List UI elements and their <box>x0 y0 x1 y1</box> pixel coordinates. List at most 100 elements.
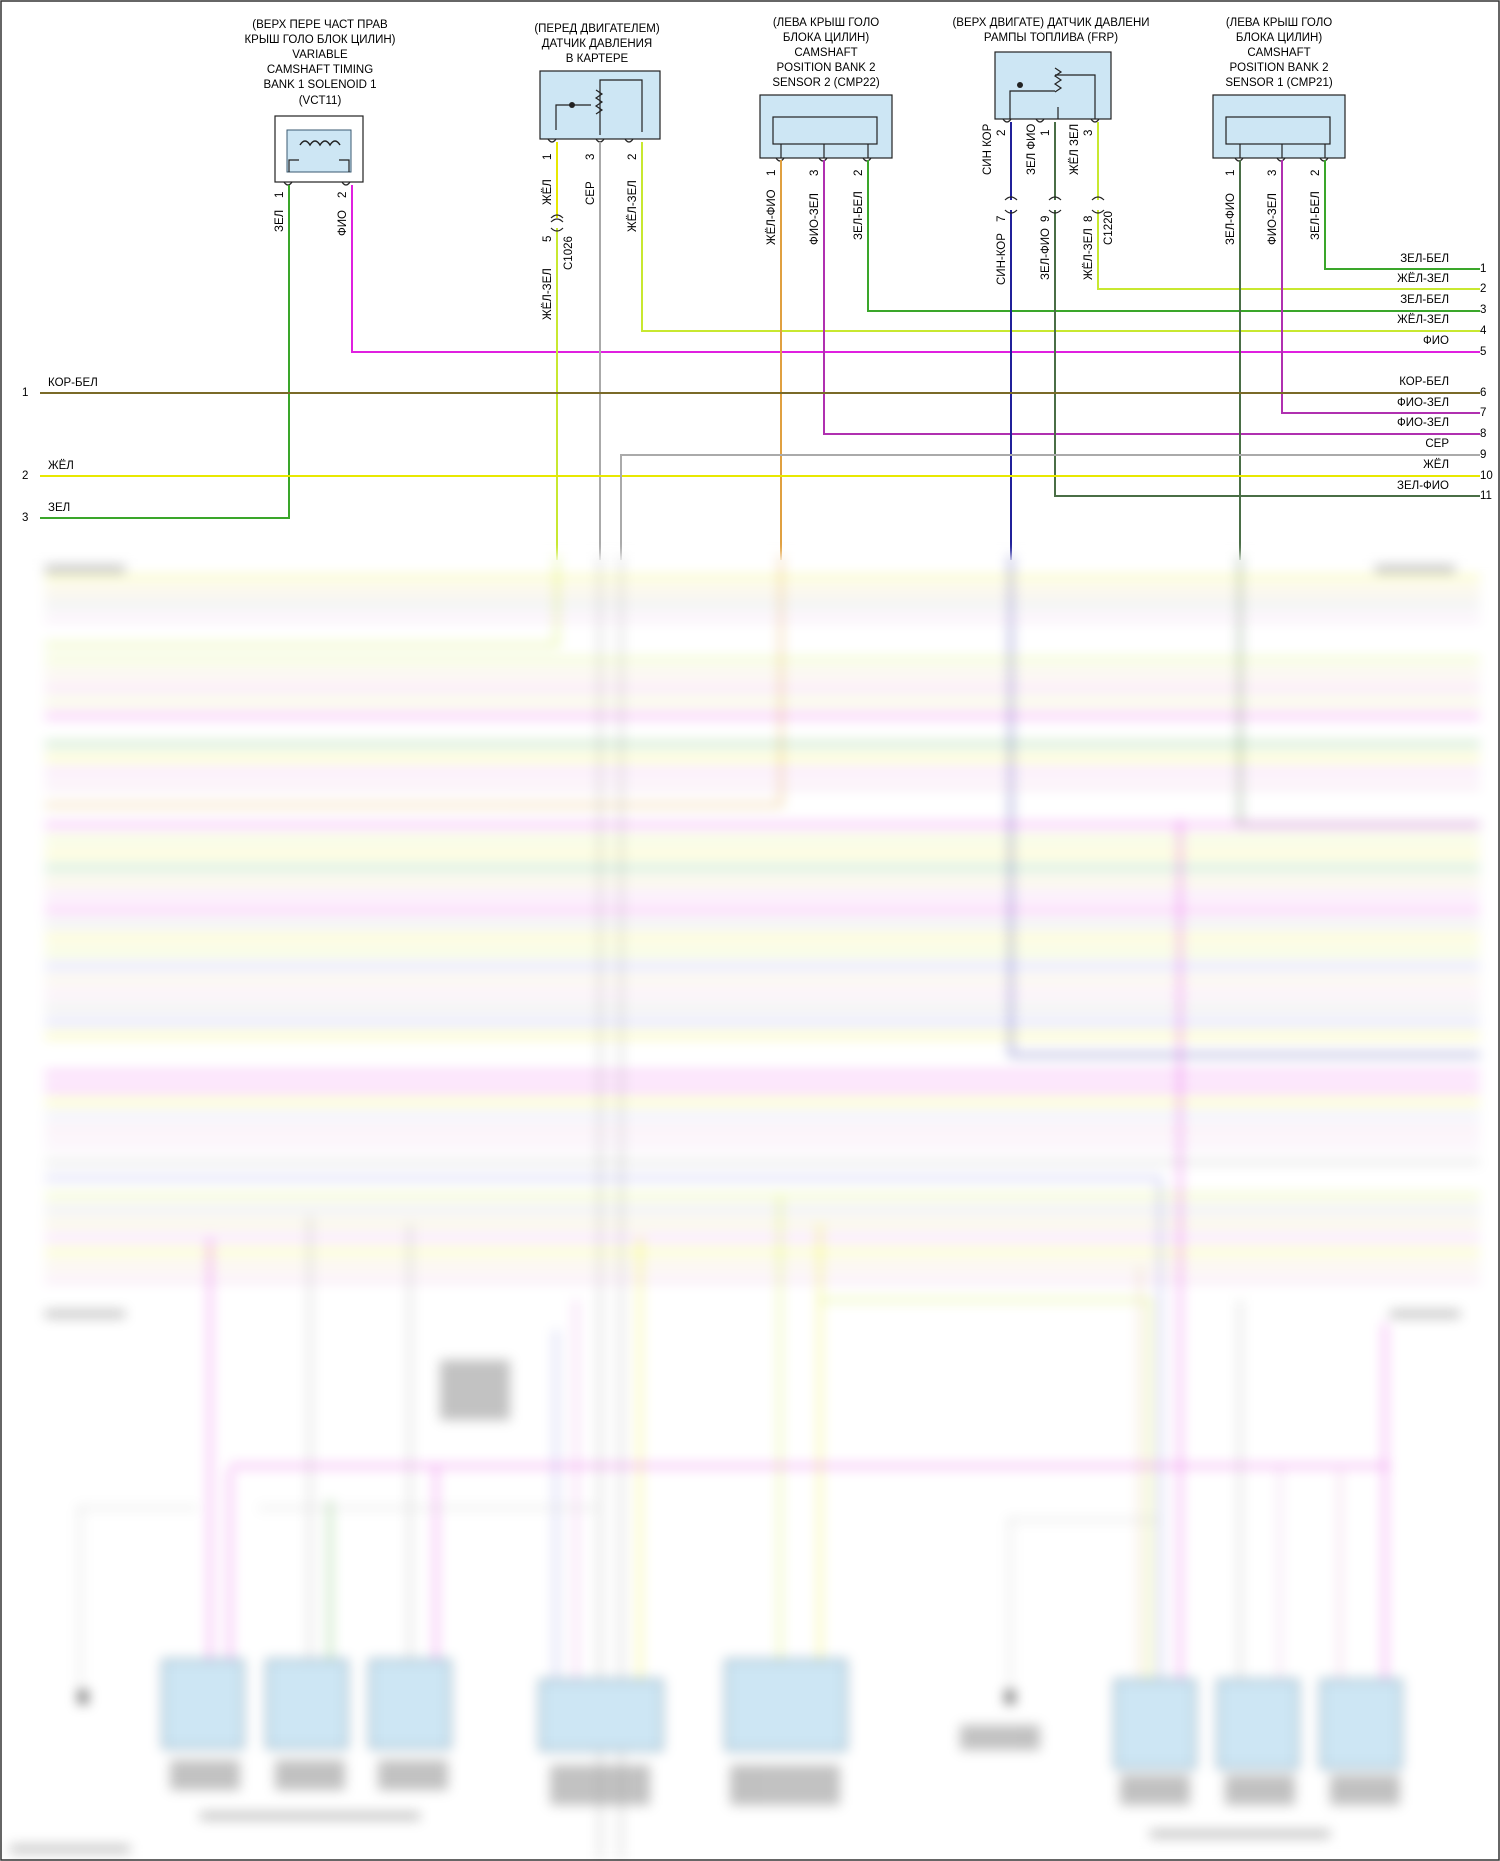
svg-text:CAMSHAFT: CAMSHAFT <box>794 47 857 59</box>
left-line-number: 2 <box>22 470 28 482</box>
right-line-label: ФИО <box>1423 335 1449 347</box>
blurred-lower-section <box>0 555 1500 1861</box>
connector-c1026 <box>550 214 564 232</box>
right-line-labels: ЗЕЛ-БЕЛ 1 ЖЁЛ-ЗЕЛ 2 ЗЕЛ-БЕЛ 3 ЖЁЛ-ЗЕЛ 4 … <box>1397 253 1493 502</box>
svg-text:2: 2 <box>627 154 639 160</box>
svg-text:3: 3 <box>809 170 821 176</box>
right-line-number: 10 <box>1480 470 1493 482</box>
diagram-top-section: (ВЕРХ ПЕРЕ ЧАСТ ПРАВ КРЫШ ГОЛО БЛОК ЦИЛИ… <box>22 17 1493 560</box>
svg-text:2: 2 <box>853 170 865 176</box>
svg-text:C1220: C1220 <box>1103 211 1115 245</box>
crankcase-pressure-sensor <box>539 70 661 143</box>
component-title-cmp21: (ЛЕВА КРЫШ ГОЛО БЛОКА ЦИЛИН) CAMSHAFT PO… <box>1225 17 1333 89</box>
svg-text:3: 3 <box>585 154 597 160</box>
right-line-number: 2 <box>1480 283 1486 295</box>
svg-text:9: 9 <box>1040 216 1052 222</box>
left-line-number: 3 <box>22 512 28 524</box>
cmp22-sensor <box>759 94 893 162</box>
svg-text:ЗЕЛ-БЕЛ: ЗЕЛ-БЕЛ <box>1310 191 1322 240</box>
left-line-label: КОР-БЕЛ <box>48 377 98 389</box>
wires-top <box>40 122 1480 560</box>
svg-text:5: 5 <box>542 236 554 242</box>
svg-text:1: 1 <box>1040 130 1052 136</box>
right-line-number: 9 <box>1480 449 1486 461</box>
component-title-crankcase-pressure: (ПЕРЕД ДВИГАТЕЛЕМ) ДАТЧИК ДАВЛЕНИЯ В КАР… <box>534 23 660 65</box>
vct11-solenoid <box>274 115 364 186</box>
svg-text:BANK 1 SOLENOID 1: BANK 1 SOLENOID 1 <box>263 79 376 91</box>
svg-text:(ВЕРХ ДВИГАТЕ) ДАТЧИК ДАВЛЕНИ: (ВЕРХ ДВИГАТЕ) ДАТЧИК ДАВЛЕНИ <box>952 17 1149 29</box>
component-title-frp: (ВЕРХ ДВИГАТЕ) ДАТЧИК ДАВЛЕНИ РАМПЫ ТОПЛ… <box>952 17 1149 44</box>
cmp21-sensor <box>1212 94 1346 162</box>
svg-text:ЗЕЛ-ФИО: ЗЕЛ-ФИО <box>1040 228 1052 280</box>
right-line-label: ЗЕЛ-БЕЛ <box>1400 294 1449 306</box>
left-line-number: 1 <box>22 387 28 399</box>
svg-text:C1026: C1026 <box>563 236 575 270</box>
svg-text:POSITION BANK 2: POSITION BANK 2 <box>1229 62 1328 74</box>
svg-text:СИН КОР: СИН КОР <box>982 123 994 175</box>
connector-c1220 <box>1004 196 1105 214</box>
svg-text:ЗЕЛ: ЗЕЛ <box>274 210 286 232</box>
svg-text:1: 1 <box>274 192 286 198</box>
right-line-label: ЖЁЛ-ЗЕЛ <box>1397 273 1449 285</box>
right-line-label: ЖЁЛ <box>1423 459 1449 471</box>
svg-text:ЖЁЛ-ЗЕЛ: ЖЁЛ-ЗЕЛ <box>1083 228 1095 280</box>
svg-text:СИН-КОР: СИН-КОР <box>996 233 1008 285</box>
svg-text:ЖЁЛ-ЗЕЛ: ЖЁЛ-ЗЕЛ <box>542 268 554 320</box>
right-line-number: 3 <box>1480 304 1486 316</box>
right-line-number: 8 <box>1480 428 1486 440</box>
right-line-number: 6 <box>1480 387 1486 399</box>
svg-text:ЗЕЛ-БЕЛ: ЗЕЛ-БЕЛ <box>853 191 865 240</box>
svg-text:7: 7 <box>996 216 1008 222</box>
svg-text:1: 1 <box>766 170 778 176</box>
svg-text:CAMSHAFT: CAMSHAFT <box>1247 47 1310 59</box>
svg-text:(ЛЕВА КРЫШ ГОЛО: (ЛЕВА КРЫШ ГОЛО <box>773 17 879 29</box>
right-line-number: 4 <box>1480 325 1487 337</box>
svg-text:СЕР: СЕР <box>585 181 597 205</box>
right-line-label: ЖЁЛ-ЗЕЛ <box>1397 314 1449 326</box>
left-line-label: ЖЁЛ <box>48 460 74 472</box>
svg-text:CAMSHAFT TIMING: CAMSHAFT TIMING <box>267 64 373 76</box>
svg-text:1: 1 <box>1225 170 1237 176</box>
svg-text:ЖЁЛ-ФИО: ЖЁЛ-ФИО <box>766 189 778 245</box>
svg-text:ЗЕЛ ФИО: ЗЕЛ ФИО <box>1026 124 1038 175</box>
svg-text:ЗЕЛ-ФИО: ЗЕЛ-ФИО <box>1225 193 1237 245</box>
svg-text:VARIABLE: VARIABLE <box>292 49 348 61</box>
left-line-label: ЗЕЛ <box>48 502 70 514</box>
svg-text:ФИО: ФИО <box>337 210 349 236</box>
right-line-label: СЕР <box>1425 438 1449 450</box>
right-line-number: 5 <box>1480 346 1486 358</box>
component-title-vct11: (ВЕРХ ПЕРЕ ЧАСТ ПРАВ КРЫШ ГОЛО БЛОК ЦИЛИ… <box>244 19 395 107</box>
svg-text:БЛОКА ЦИЛИН): БЛОКА ЦИЛИН) <box>783 32 869 44</box>
svg-text:2: 2 <box>1310 170 1322 176</box>
svg-text:РАМПЫ ТОПЛИВА (FRP): РАМПЫ ТОПЛИВА (FRP) <box>984 32 1118 44</box>
svg-text:(ПЕРЕД ДВИГАТЕЛЕМ): (ПЕРЕД ДВИГАТЕЛЕМ) <box>534 23 660 35</box>
svg-text:1: 1 <box>542 154 554 160</box>
svg-text:ЖЁЛ: ЖЁЛ <box>542 179 554 205</box>
svg-text:2: 2 <box>996 130 1008 136</box>
svg-text:БЛОКА ЦИЛИН): БЛОКА ЦИЛИН) <box>1236 32 1322 44</box>
right-line-label: ФИО-ЗЕЛ <box>1397 397 1449 409</box>
svg-text:КРЫШ ГОЛО БЛОК ЦИЛИН): КРЫШ ГОЛО БЛОК ЦИЛИН) <box>244 34 395 46</box>
right-line-number: 11 <box>1480 490 1492 502</box>
svg-text:2: 2 <box>337 192 349 198</box>
svg-text:(ЛЕВА КРЫШ ГОЛО: (ЛЕВА КРЫШ ГОЛО <box>1226 17 1332 29</box>
svg-text:ФИО-ЗЕЛ: ФИО-ЗЕЛ <box>809 193 821 245</box>
right-line-label: КОР-БЕЛ <box>1399 376 1449 388</box>
svg-text:В КАРТЕРЕ: В КАРТЕРЕ <box>566 53 629 65</box>
svg-text:SENSOR 1 (CMP21): SENSOR 1 (CMP21) <box>1225 77 1333 89</box>
right-line-label: ЗЕЛ-БЕЛ <box>1400 253 1449 265</box>
right-line-label: ФИО-ЗЕЛ <box>1397 417 1449 429</box>
svg-text:(ВЕРХ ПЕРЕ ЧАСТ ПРАВ: (ВЕРХ ПЕРЕ ЧАСТ ПРАВ <box>252 19 388 31</box>
svg-text:3: 3 <box>1083 130 1095 136</box>
left-line-labels: 1 КОР-БЕЛ 2 ЖЁЛ 3 ЗЕЛ <box>22 377 98 524</box>
svg-text:ДАТЧИК ДАВЛЕНИЯ: ДАТЧИК ДАВЛЕНИЯ <box>542 38 653 50</box>
svg-text:ФИО-ЗЕЛ: ФИО-ЗЕЛ <box>1267 193 1279 245</box>
svg-text:POSITION BANK 2: POSITION BANK 2 <box>776 62 875 74</box>
right-line-label: ЗЕЛ-ФИО <box>1397 480 1449 492</box>
component-title-cmp22: (ЛЕВА КРЫШ ГОЛО БЛОКА ЦИЛИН) CAMSHAFT PO… <box>772 17 880 89</box>
svg-text:8: 8 <box>1083 216 1095 222</box>
right-line-number: 7 <box>1480 407 1486 419</box>
svg-text:ЖЁЛ ЗЕЛ: ЖЁЛ ЗЕЛ <box>1069 124 1081 175</box>
